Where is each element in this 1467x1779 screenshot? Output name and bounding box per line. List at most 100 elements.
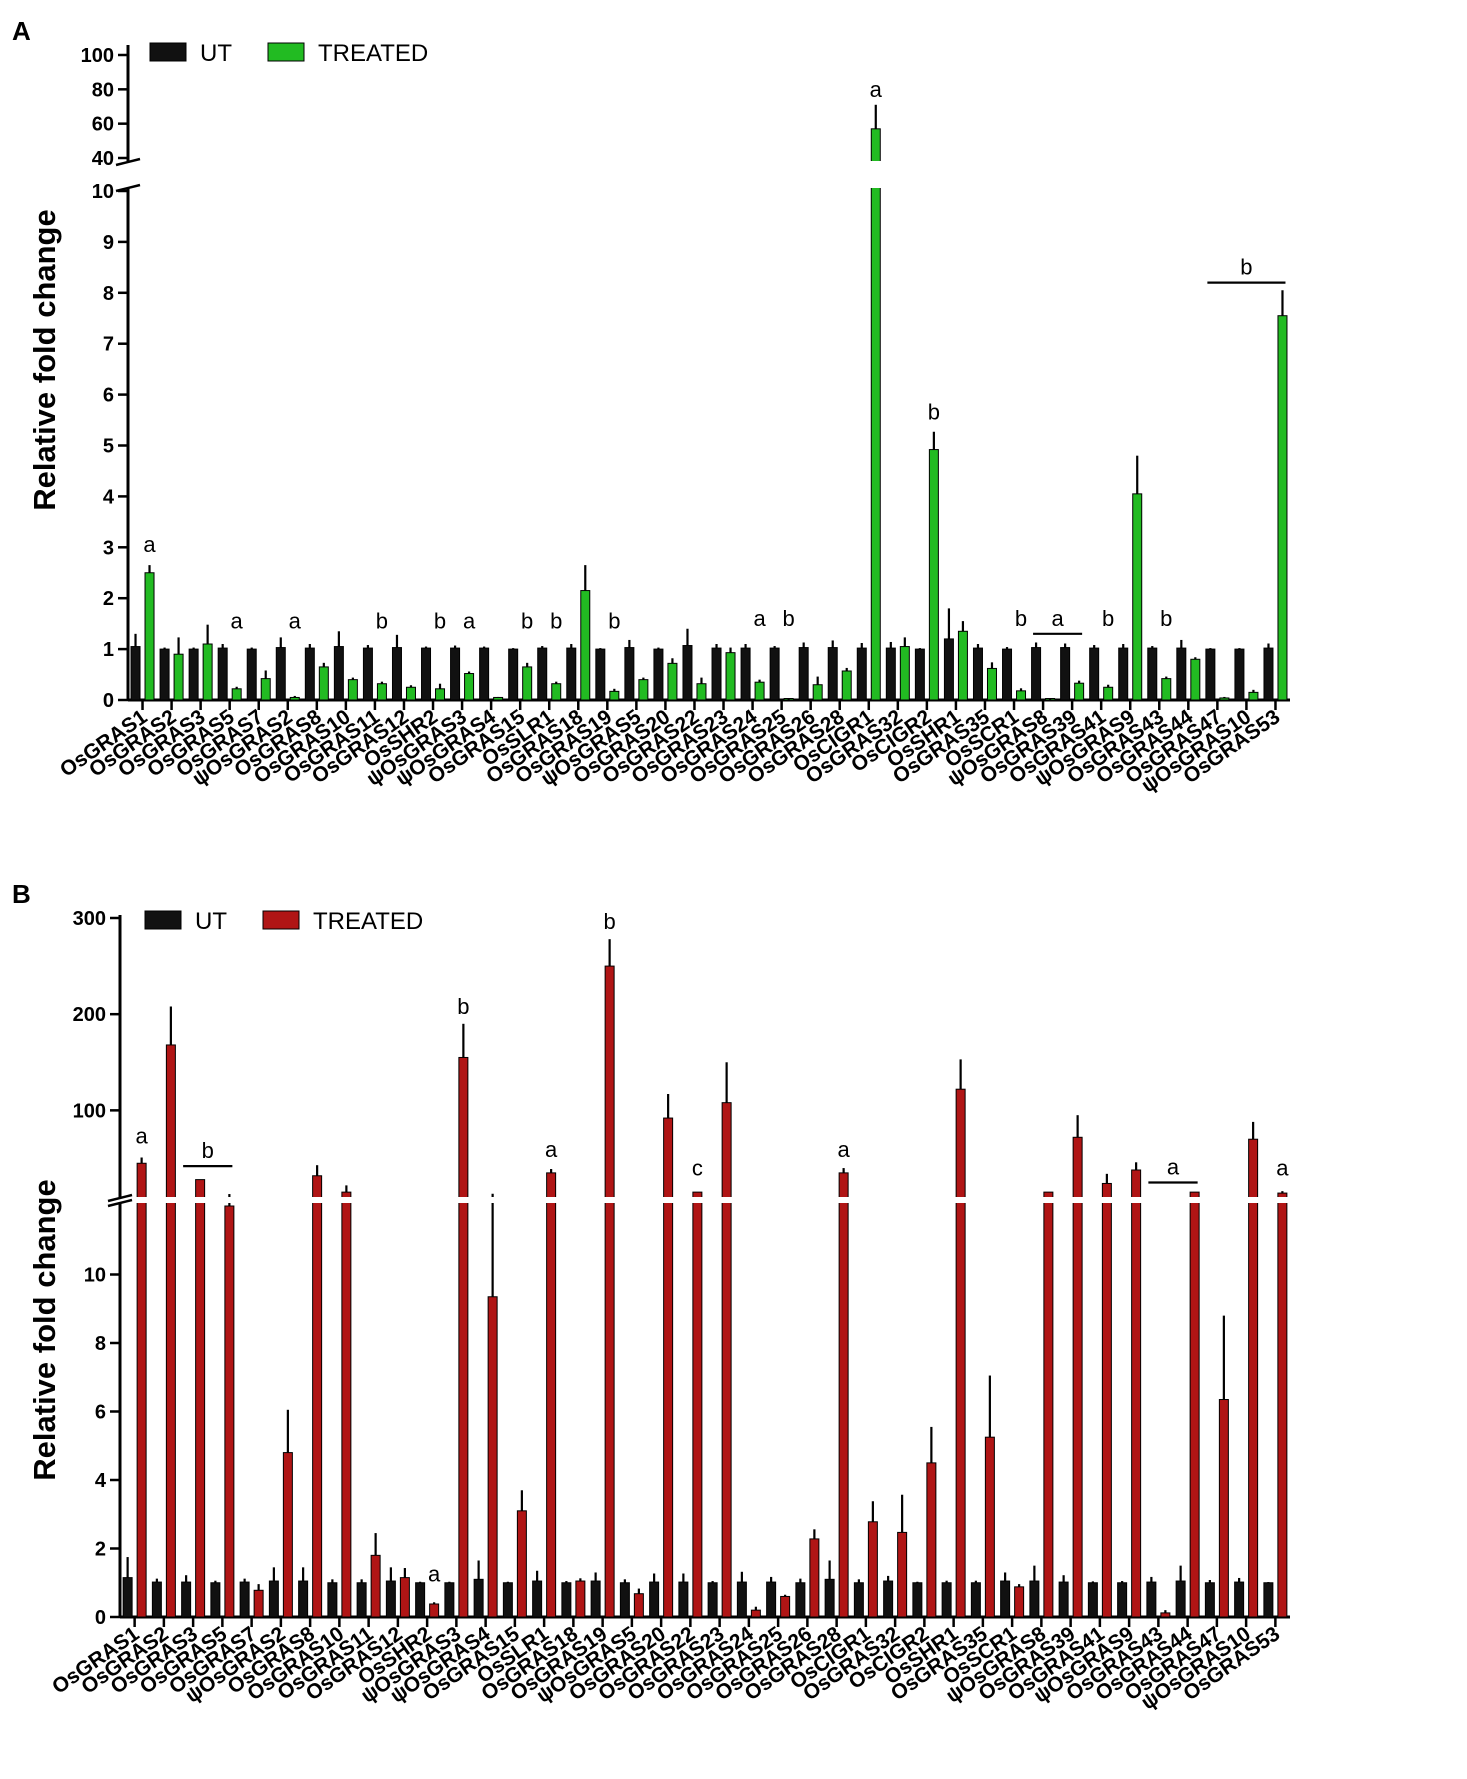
y-tick-label: 1 bbox=[103, 639, 114, 661]
significance-letter: a bbox=[136, 1124, 149, 1149]
bar-treated-OsGRAS32 bbox=[899, 646, 910, 701]
bar-treated-OsGRAS7 bbox=[260, 678, 271, 701]
bar-ut-OsGRAS35 bbox=[970, 1582, 981, 1618]
bar-ut-OsGRAS2 bbox=[159, 648, 170, 701]
bar-treated-OsGRAS24 bbox=[754, 681, 765, 701]
y-tick-label: 3 bbox=[103, 537, 114, 559]
y-tick-label: 40 bbox=[92, 148, 114, 170]
bar-ut-OsGRAS3 bbox=[188, 648, 199, 701]
y-tick-label: 300 bbox=[73, 908, 106, 930]
bar-treated-OsSHR2 bbox=[435, 688, 446, 701]
bar-treated-OsGRAS39 bbox=[1072, 1136, 1083, 1618]
legend-label-ut: UT bbox=[200, 40, 232, 67]
bar-ut-OsGRAS47 bbox=[1205, 648, 1216, 701]
y-tick-label: 60 bbox=[92, 114, 114, 136]
bar-treated-OsGRAS8 bbox=[318, 666, 329, 701]
bar-treated-OsGRAS20 bbox=[663, 1117, 674, 1618]
bar-treated-OsGRAS25 bbox=[780, 1595, 791, 1618]
bar-ut-OsSHR2 bbox=[415, 1582, 426, 1618]
bar-ut-OsGRAS43 bbox=[1147, 647, 1158, 701]
legend-label-treated: TREATED bbox=[318, 40, 428, 67]
bar-treated-OsSHR1 bbox=[957, 630, 968, 701]
bar-treated-OsGRAS41 bbox=[1103, 686, 1114, 701]
bar-ut-ψOsGRAS10 bbox=[1234, 648, 1245, 701]
bar-treated-OsGRAS5 bbox=[231, 688, 242, 701]
bar-ut-OsSHR1 bbox=[941, 1582, 952, 1618]
bar-treated-OsSCR1 bbox=[1016, 690, 1027, 701]
significance-letter: a bbox=[463, 608, 476, 633]
bar-ut-OsGRAS26 bbox=[795, 1582, 806, 1618]
bar-treated-OsGRAS47 bbox=[1219, 697, 1230, 701]
bar-ut-ψOsGRAS5 bbox=[619, 1582, 630, 1618]
y-tick-label: 5 bbox=[103, 436, 114, 458]
bar-treated-OsGRAS32 bbox=[897, 1531, 908, 1618]
bar-ut-ψOsGRAS3 bbox=[450, 647, 461, 701]
bar-ut-ψOsGRAS3 bbox=[444, 1582, 455, 1618]
significance-letter: b bbox=[928, 400, 940, 425]
bar-treated-OsGRAS2 bbox=[165, 1044, 176, 1618]
significance-letter: b bbox=[783, 606, 795, 631]
bar-ut-OsGRAS19 bbox=[595, 648, 606, 701]
y-tick-label: 10 bbox=[84, 1265, 106, 1287]
bar-ut-OsGRAS8 bbox=[298, 1580, 309, 1618]
axis-break-gap bbox=[108, 1197, 1290, 1203]
bar-treated-OsGRAS26 bbox=[812, 684, 823, 701]
bar-treated-OsGRAS10 bbox=[341, 1191, 352, 1618]
bar-treated-ψOsGRAS2 bbox=[289, 696, 300, 701]
bar-treated-OsGRAS1 bbox=[136, 1162, 147, 1618]
bar-treated-OsGRAS39 bbox=[1074, 682, 1085, 701]
bar-treated-OsGRAS20 bbox=[667, 662, 678, 701]
significance-letter: b bbox=[521, 608, 533, 633]
significance-letter: a bbox=[870, 77, 883, 102]
significance-letter: b bbox=[376, 608, 388, 633]
bar-ut-OsCIGR2 bbox=[912, 1582, 923, 1618]
bar-treated-OsCIGR1 bbox=[867, 1521, 878, 1618]
significance-letter: b bbox=[1240, 255, 1252, 280]
bar-treated-OsCIGR2 bbox=[926, 1462, 937, 1618]
y-axis-label: Relative fold change bbox=[27, 209, 62, 510]
bar-treated-OsCIGR2 bbox=[928, 449, 939, 701]
legend-swatch-treated bbox=[262, 910, 300, 930]
significance-letter: a bbox=[545, 1137, 558, 1162]
bar-ut-OsGRAS5 bbox=[217, 647, 228, 701]
bar-treated-ψOsGRAS10 bbox=[1248, 691, 1259, 701]
bar-treated-ψOsGRAS4 bbox=[493, 696, 504, 701]
significance-letter: b bbox=[457, 994, 469, 1019]
bar-ut-OsCIGR1 bbox=[853, 1582, 864, 1618]
bar-ut-OsGRAS24 bbox=[740, 647, 751, 701]
bar-ut-OsGRAS44 bbox=[1175, 1580, 1186, 1618]
y-tick-label: 200 bbox=[73, 1004, 106, 1026]
bar-treated-OsGRAS18 bbox=[580, 590, 591, 701]
bar-ut-OsGRAS28 bbox=[824, 1578, 835, 1618]
bar-treated-OsSLR1 bbox=[546, 1172, 557, 1618]
bar-treated-OsGRAS12 bbox=[405, 686, 416, 701]
bar-ut-OsCIGR2 bbox=[914, 648, 925, 701]
bar-ut-OsGRAS2 bbox=[151, 1581, 162, 1618]
bar-ut-OsGRAS24 bbox=[736, 1581, 747, 1618]
axis-break-mark bbox=[115, 157, 141, 167]
bar-ut-OsGRAS25 bbox=[766, 1581, 777, 1618]
bar-ut-OsGRAS8 bbox=[304, 647, 315, 701]
bar-ut-OsGRAS39 bbox=[1058, 1581, 1069, 1618]
legend-label-treated: TREATED bbox=[313, 908, 423, 935]
bar-treated-OsGRAS43 bbox=[1161, 678, 1172, 701]
bar-ut-OsGRAS5 bbox=[210, 1582, 221, 1618]
y-tick-label: 0 bbox=[103, 690, 114, 712]
bar-treated-OsGRAS41 bbox=[1101, 1182, 1112, 1618]
bar-treated-ψOsGRAS9 bbox=[1132, 493, 1143, 701]
significance-letter: c bbox=[692, 1155, 703, 1180]
bar-ut-OsGRAS1 bbox=[122, 1577, 133, 1618]
bar-ut-ψOsGRAS8 bbox=[1031, 647, 1042, 701]
bar-treated-ψOsGRAS9 bbox=[1131, 1169, 1142, 1618]
bar-ut-OsGRAS1 bbox=[130, 646, 141, 701]
bar-ut-OsCIGR1 bbox=[856, 647, 867, 701]
bar-treated-OsGRAS28 bbox=[841, 670, 852, 701]
bar-ut-OsGRAS11 bbox=[356, 1582, 367, 1618]
bar-ut-OsGRAS32 bbox=[883, 1580, 894, 1618]
bar-ut-OsGRAS53 bbox=[1263, 1582, 1274, 1618]
bar-ut-OsGRAS44 bbox=[1176, 647, 1187, 701]
significance-letter: b bbox=[1160, 606, 1172, 631]
significance-letter: b bbox=[434, 608, 446, 633]
bar-treated-ψOsGRAS10 bbox=[1248, 1138, 1259, 1618]
